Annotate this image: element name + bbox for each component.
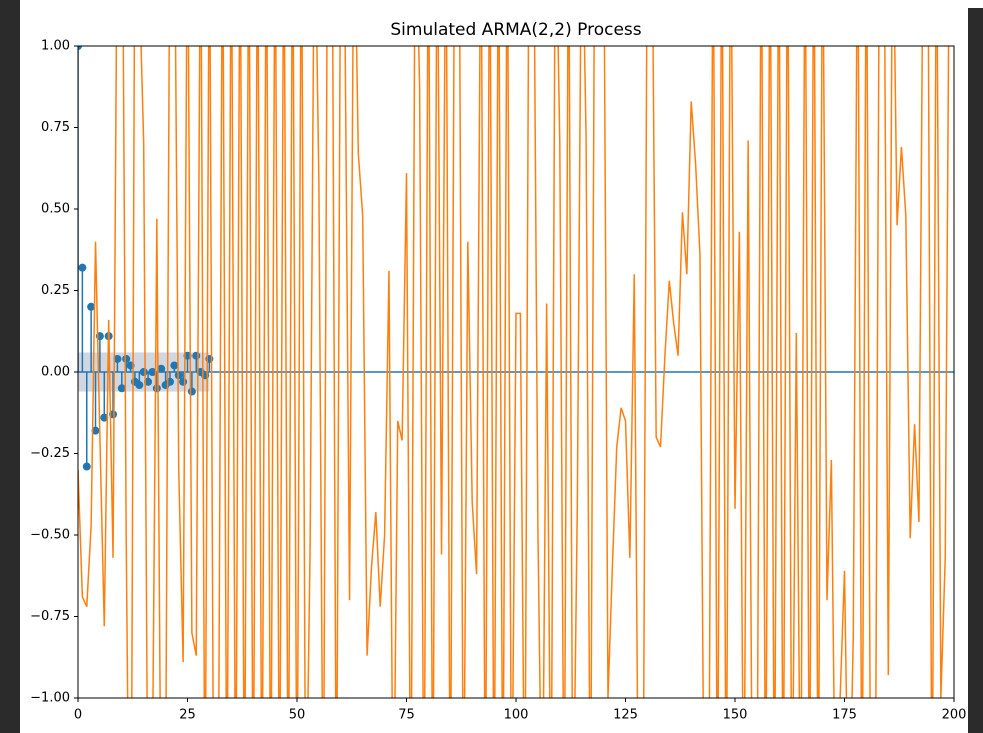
stem-marker — [152, 384, 161, 393]
x-tick-label: 75 — [398, 708, 415, 723]
stem-marker — [135, 381, 144, 390]
stem-marker — [187, 387, 196, 396]
stem-marker — [157, 364, 166, 373]
stem-marker — [179, 377, 188, 386]
stem-marker — [139, 368, 148, 376]
stem-marker — [148, 368, 157, 376]
stem-marker — [122, 354, 131, 363]
x-tick-label: 100 — [504, 708, 529, 723]
y-tick-label: −0.25 — [30, 446, 70, 461]
stem-marker — [78, 46, 82, 50]
x-tick-label: 125 — [613, 708, 638, 723]
y-tick-label: 0.50 — [41, 202, 70, 217]
corner-patch — [966, 0, 983, 8]
x-tick-label: 175 — [832, 708, 857, 723]
y-tick-label: 1.00 — [41, 39, 70, 54]
stem-marker — [82, 462, 91, 471]
x-tick-label: 150 — [723, 708, 748, 723]
x-tick-label: 50 — [289, 708, 306, 723]
y-tick-label: −0.75 — [30, 609, 70, 624]
y-tick-label: 0.75 — [41, 120, 70, 135]
stem-marker — [113, 354, 122, 363]
y-tick-label: 0.00 — [41, 365, 70, 380]
y-tick-label: −0.50 — [30, 528, 70, 543]
stem-marker — [100, 413, 109, 422]
stem-marker — [117, 384, 126, 393]
stem-marker — [91, 426, 100, 435]
x-tick-label: 200 — [942, 708, 967, 723]
y-tick-label: 0.25 — [41, 283, 70, 298]
y-tick-label: −1.00 — [30, 691, 70, 706]
plot-area — [78, 46, 954, 698]
x-tick-label: 0 — [74, 708, 82, 723]
x-tick-label: 25 — [179, 708, 196, 723]
chart-title: Simulated ARMA(2,2) Process — [390, 20, 641, 40]
stem-marker — [144, 377, 153, 386]
stem-marker — [87, 302, 96, 311]
stem-marker — [170, 361, 179, 370]
stem-marker — [78, 263, 87, 272]
series-line — [78, 46, 950, 698]
stem-marker — [192, 351, 201, 360]
